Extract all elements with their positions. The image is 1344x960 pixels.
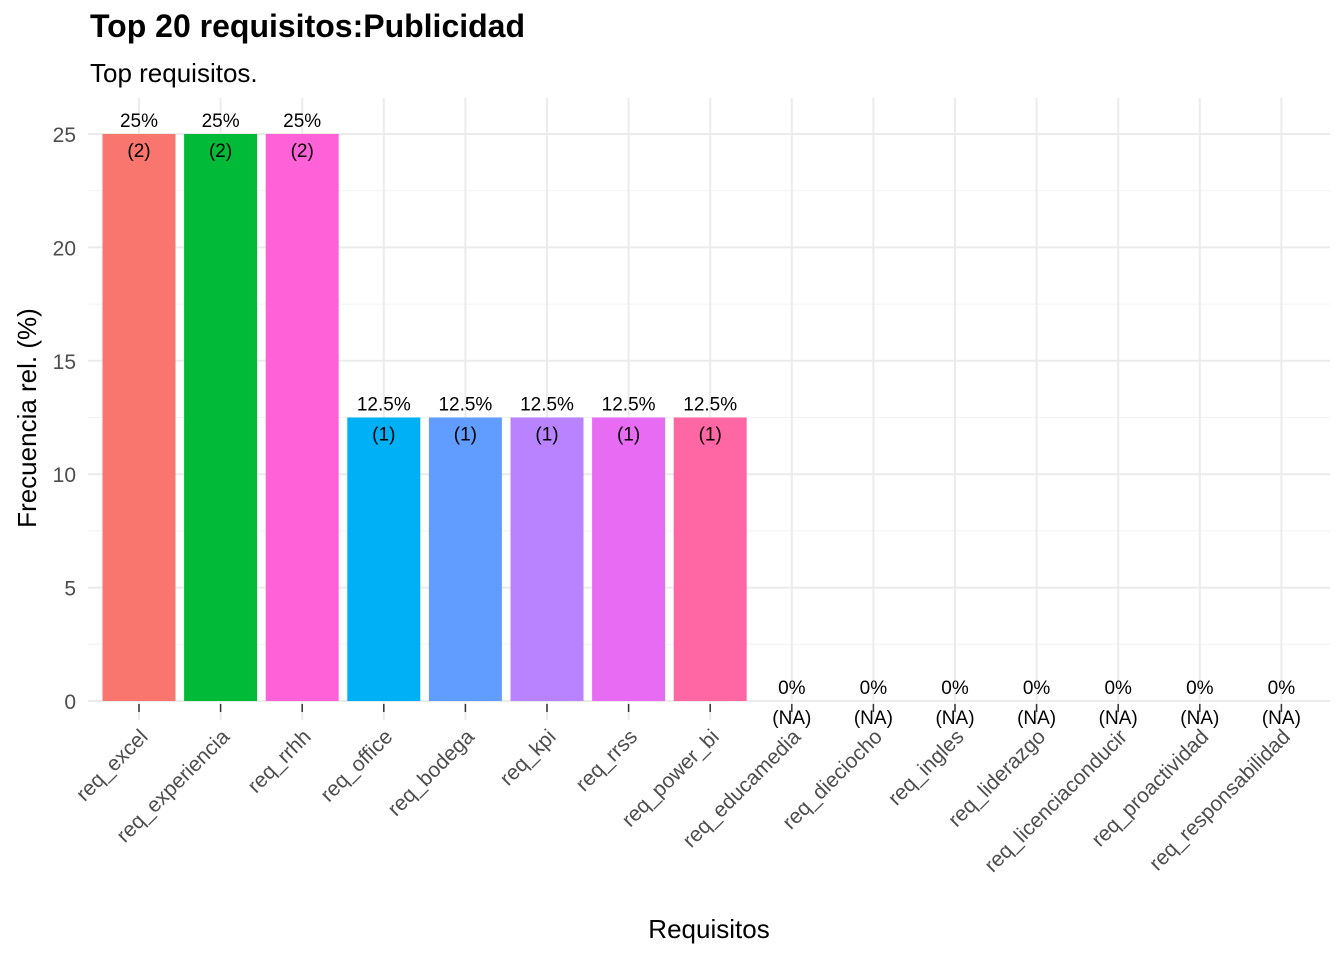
bar-percent-label: 25% [202, 111, 240, 132]
chart-title: Top 20 requisitos:Publicidad [90, 8, 526, 44]
bars [102, 134, 747, 701]
bar-percent-label: 0% [1268, 678, 1296, 699]
bar [510, 417, 584, 701]
bar-percent-label: 0% [778, 678, 806, 699]
bar-percent-label: 0% [860, 678, 888, 699]
bar-percent-label: 12.5% [602, 395, 656, 416]
bar-count-label: (1) [617, 425, 640, 446]
bar [184, 134, 258, 701]
bar-percent-label: 12.5% [438, 395, 492, 416]
bar [592, 417, 666, 701]
bar-count-label: (NA) [1262, 708, 1301, 729]
x-tick-label: req_licenciaconducir [980, 725, 1132, 877]
bar-count-label: (NA) [1180, 708, 1219, 729]
bar-percent-label: 0% [1023, 678, 1051, 699]
x-tick-label: req_responsabilidad [1145, 725, 1295, 875]
bar-count-label: (NA) [854, 708, 893, 729]
bar-count-label: (1) [454, 425, 477, 446]
bar [428, 417, 502, 701]
bar [673, 417, 747, 701]
bar-count-label: (NA) [1017, 708, 1056, 729]
x-tick-label: req_bodega [383, 725, 479, 821]
x-tick-label: req_rrhh [243, 725, 315, 797]
bar-count-label: (NA) [935, 708, 974, 729]
bar-percent-label: 12.5% [683, 395, 737, 416]
x-tick-label: req_excel [72, 725, 153, 806]
y-tick-label: 0 [64, 691, 76, 714]
x-tick-label: req_rrss [571, 725, 642, 796]
x-tick-label: req_kpi [496, 725, 561, 790]
bar-count-label: (1) [372, 425, 395, 446]
y-tick-label: 20 [53, 237, 76, 260]
data-labels: 25% (2) 25% (2) 25% (2) 12.5% (1) 12.5% (1) 12.5% (… [120, 111, 1301, 729]
x-tick-label: req_ingles [884, 725, 969, 810]
bar-count-label: (2) [127, 141, 150, 162]
bar-percent-label: 0% [1186, 678, 1214, 699]
bar [102, 134, 176, 701]
bar-percent-label: 0% [941, 678, 969, 699]
x-tick-label: req_office [316, 725, 397, 806]
bar-count-label: (2) [209, 141, 232, 162]
bar-percent-label: 12.5% [357, 395, 411, 416]
bar [265, 134, 339, 701]
y-tick-label: 15 [53, 351, 76, 374]
y-axis-title: Frecuencia rel. (%) [12, 308, 42, 528]
bar-count-label: (NA) [1099, 708, 1138, 729]
bar-percent-label: 25% [283, 111, 321, 132]
y-tick-label: 10 [53, 464, 76, 487]
bar-count-label: (1) [535, 425, 558, 446]
bar-percent-label: 12.5% [520, 395, 574, 416]
bar-count-label: (NA) [772, 708, 811, 729]
bar [347, 417, 421, 701]
bar-count-label: (2) [291, 141, 314, 162]
y-tick-label: 25 [53, 124, 76, 147]
bar-count-label: (1) [699, 425, 722, 446]
x-axis-title: Requisitos [648, 914, 769, 944]
y-tick-label: 5 [64, 578, 76, 601]
chart-subtitle: Top requisitos. [90, 58, 258, 88]
bar-percent-label: 0% [1104, 678, 1132, 699]
y-axis: 0 5 10 15 20 25 [53, 124, 76, 714]
bar-percent-label: 25% [120, 111, 158, 132]
